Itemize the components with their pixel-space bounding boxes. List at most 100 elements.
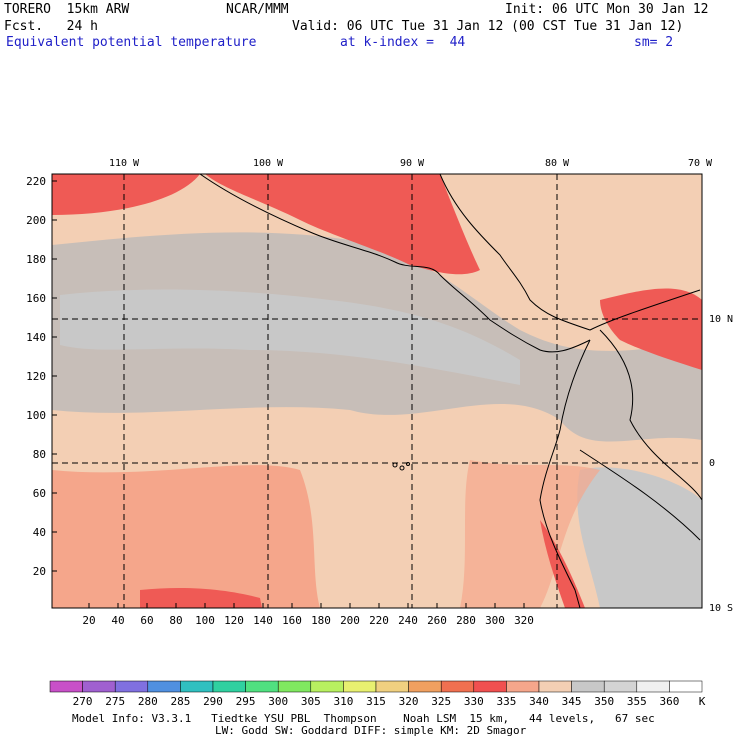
y-tick-label: 120 (26, 370, 46, 383)
border-peru (579, 449, 701, 541)
latitude-label: 10 S (709, 603, 733, 614)
x-tick-label: 200 (340, 614, 360, 627)
x-tick-label: 260 (427, 614, 447, 627)
colorbar-label: 310 (333, 695, 353, 708)
galapagos-island (399, 465, 405, 471)
field-shading (52, 174, 702, 608)
colorbar-label: 295 (236, 695, 256, 708)
latitude-label: 10 N (709, 314, 733, 325)
colorbar-label: 275 (105, 695, 125, 708)
colorbar-label: 330 (464, 695, 484, 708)
coastline-central-america (199, 174, 591, 353)
model-info-line2: LW: Godd SW: Goddard DIFF: simple KM: 2D… (215, 724, 527, 737)
colorbar-label: 320 (399, 695, 419, 708)
colorbar-swatch (538, 680, 572, 693)
x-tick-label: 20 (82, 614, 95, 627)
forecast-hour: Fcst. 24 h (4, 19, 98, 34)
init-time: Init: 06 UTC Mon 30 Jan 12 (505, 2, 709, 17)
latitude-labels: 10 N 0 10 S (709, 314, 733, 614)
cool-band-core (60, 289, 520, 385)
colorbar-label: 315 (366, 695, 386, 708)
colorbar-swatch (212, 680, 246, 693)
smoothing: sm= 2 (634, 35, 674, 50)
organization: NCAR/MMM (226, 2, 289, 17)
warm-region-southwest (52, 465, 320, 608)
x-axis: 20 40 60 80 100 120 140 160 180 200 220 240 260 280 30… (82, 603, 534, 627)
colorbar-swatch (571, 680, 605, 693)
longitude-label: 100 W (253, 158, 284, 169)
colorbar: 270 275 280 285 290 295 300 305 310 315 320 325 330 3… (49, 680, 706, 708)
x-tick-label: 80 (169, 614, 182, 627)
colorbar-swatch (408, 680, 442, 693)
colorbar-label: 345 (562, 695, 582, 708)
y-tick-label: 40 (33, 526, 46, 539)
border-colombia-ecuador (599, 329, 702, 501)
colorbar-label: 335 (496, 695, 516, 708)
colorbar-swatch (114, 680, 149, 693)
colorbar-label: 360 (659, 695, 679, 708)
colorbar-swatch (49, 680, 83, 693)
graticule (52, 174, 702, 608)
colorbar-label: 285 (170, 695, 190, 708)
colorbar-swatch (147, 680, 181, 693)
colorbar-swatch (636, 680, 670, 693)
hot-area-colombia (600, 288, 702, 370)
colorbar-label: 350 (594, 695, 614, 708)
y-tick-label: 60 (33, 487, 46, 500)
plot-frame (51, 173, 703, 609)
y-tick-label: 80 (33, 448, 46, 461)
coastline-caribbean (439, 174, 701, 331)
x-tick-label: 320 (514, 614, 534, 627)
colorbar-swatch (310, 680, 344, 693)
hot-area-northwest (52, 174, 200, 215)
longitude-label: 90 W (400, 158, 425, 169)
longitude-label: 110 W (109, 158, 140, 169)
latitude-label: 0 (709, 458, 715, 469)
andes-interior (577, 467, 702, 608)
x-tick-label: 300 (485, 614, 505, 627)
colorbar-swatch (440, 680, 475, 693)
colorbar-swatch (669, 680, 703, 693)
longitude-labels: 110 W 100 W 90 W 80 W 70 W (109, 158, 713, 169)
y-tick-label: 160 (26, 292, 46, 305)
y-tick-label: 100 (26, 409, 46, 422)
y-axis: 220 200 180 160 140 120 100 80 60 40 20 (26, 175, 57, 578)
colorbar-label: 290 (203, 695, 223, 708)
x-tick-label: 280 (456, 614, 476, 627)
field-name: Equivalent potential temperature (6, 35, 257, 50)
y-tick-label: 140 (26, 331, 46, 344)
valid-time: Valid: 06 UTC Tue 31 Jan 12 (00 CST Tue … (292, 19, 684, 34)
colorbar-label: K (699, 695, 706, 708)
colorbar-swatch (473, 680, 507, 693)
longitude-label: 80 W (545, 158, 570, 169)
x-tick-label: 140 (253, 614, 273, 627)
colorbar-swatch (245, 680, 279, 693)
colorbar-swatch (506, 680, 540, 693)
colorbar-label: 280 (138, 695, 158, 708)
colorbar-label: 300 (268, 695, 288, 708)
colorbar-label: 340 (529, 695, 549, 708)
model-info-line1: Model Info: V3.3.1 Tiedtke YSU PBL Thomp… (72, 712, 655, 725)
coastline-south-america (539, 339, 591, 608)
colorbar-label: 355 (627, 695, 647, 708)
x-tick-label: 60 (140, 614, 153, 627)
colorbar-swatch (277, 680, 312, 693)
y-tick-label: 200 (26, 214, 46, 227)
warm-region-coast (460, 460, 600, 608)
y-tick-label: 220 (26, 175, 46, 188)
x-tick-label: 240 (398, 614, 418, 627)
hot-area-mexico (205, 174, 480, 275)
x-tick-label: 100 (195, 614, 215, 627)
colorbar-swatch (603, 680, 638, 693)
x-tick-label: 40 (111, 614, 124, 627)
colorbar-label: 325 (431, 695, 451, 708)
model-name: TORERO 15km ARW (4, 2, 130, 17)
colorbar-label: 305 (301, 695, 321, 708)
vertical-level: at k-index = 44 (340, 35, 466, 50)
x-tick-label: 180 (311, 614, 331, 627)
colorbar-swatch (343, 680, 377, 693)
x-tick-label: 120 (224, 614, 244, 627)
y-tick-label: 20 (33, 565, 46, 578)
x-tick-label: 160 (282, 614, 302, 627)
